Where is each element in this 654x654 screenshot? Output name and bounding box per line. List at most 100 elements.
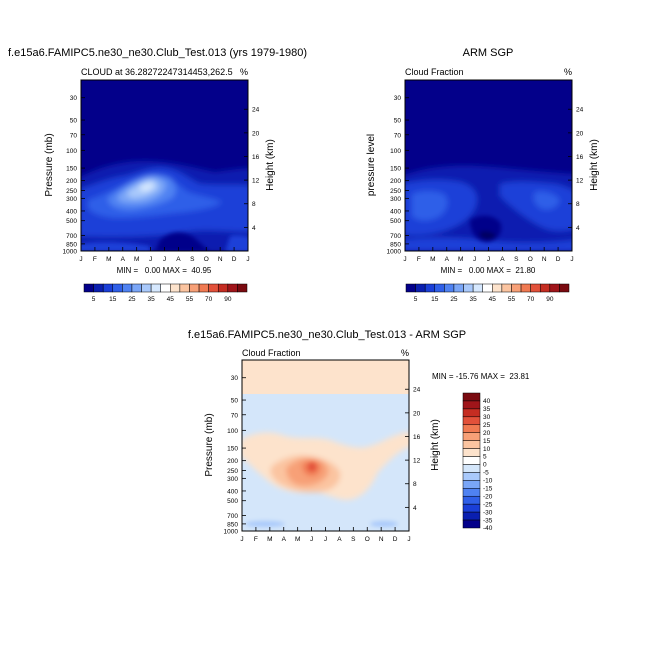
- x-tick-label: M: [458, 256, 463, 263]
- model-title: f.e15a6.FAMIPC5.ne30_ne30.Club_Test.013 …: [8, 47, 307, 59]
- obs-colorbar: 5 15 25 35 45 55 70 90: [405, 283, 570, 303]
- x-tick-label: M: [106, 256, 111, 263]
- y-right-tick-label: 16: [413, 434, 421, 441]
- colorbar-swatch: [444, 283, 455, 293]
- model-ylabel: Pressure (mb): [44, 133, 55, 196]
- y-right-tick-label: 24: [252, 107, 260, 114]
- colorbar-swatch: [462, 408, 481, 418]
- x-tick-label: J: [570, 256, 573, 263]
- colorbar-label: -20: [483, 493, 493, 500]
- colorbar-label: 70: [205, 296, 213, 303]
- colorbar-swatch: [462, 432, 481, 441]
- colorbar-swatch: [405, 283, 416, 293]
- y-tick-label: 850: [227, 521, 238, 528]
- x-tick-label: S: [190, 256, 195, 263]
- y-tick-label: 200: [66, 178, 77, 185]
- model-ylabel-right: Height (km): [265, 139, 276, 191]
- colorbar-swatch: [198, 283, 209, 293]
- colorbar-swatch: [237, 283, 248, 293]
- colorbar-swatch: [462, 472, 481, 481]
- y-tick-label: 300: [227, 476, 238, 483]
- x-tick-label: A: [121, 256, 126, 263]
- y-tick-label: 50: [394, 118, 402, 125]
- colorbar-swatch: [453, 283, 464, 293]
- x-tick-label: J: [246, 256, 249, 263]
- panel-diff: f.e15a6.FAMIPC5.ne30_ne30.Club_Test.013 …: [188, 329, 530, 543]
- y-tick-label: 150: [227, 446, 238, 453]
- y-right-tick-label: 8: [413, 481, 417, 488]
- obs-subtitle-left: Cloud Fraction: [405, 67, 464, 77]
- colorbar-swatch: [227, 283, 238, 293]
- colorbar-swatch: [415, 283, 426, 293]
- obs-field: [405, 80, 572, 251]
- y-right-tick-label: 12: [413, 458, 421, 465]
- x-tick-label: D: [232, 256, 237, 263]
- colorbar-swatch: [434, 283, 445, 293]
- colorbar-swatch: [462, 488, 481, 497]
- colorbar-label: -10: [483, 478, 493, 485]
- y-right-tick-label: 4: [413, 505, 417, 512]
- colorbar-label: 90: [546, 296, 554, 303]
- obs-ylabel: pressure level: [366, 134, 377, 196]
- y-right-tick-label: 24: [413, 387, 421, 394]
- colorbar-swatch: [559, 283, 570, 293]
- y-tick-label: 100: [227, 428, 238, 435]
- colorbar-swatch: [539, 283, 551, 293]
- y-tick-label: 30: [394, 95, 402, 102]
- y-tick-label: 300: [390, 196, 401, 203]
- y-right-tick-label: 4: [252, 225, 256, 232]
- diff-ylabel-right: Height (km): [430, 419, 441, 471]
- y-right-tick-label: 12: [252, 178, 260, 185]
- y-right-tick-label: 4: [576, 225, 580, 232]
- obs-title: ARM SGP: [463, 47, 514, 59]
- y-right-tick-label: 20: [413, 410, 421, 417]
- colorbar-swatch: [150, 283, 161, 293]
- colorbar-label: 20: [483, 430, 491, 437]
- x-tick-label: J: [79, 256, 82, 263]
- obs-ylabel-right: Height (km): [589, 139, 600, 191]
- x-tick-label: O: [528, 256, 533, 263]
- x-tick-label: M: [430, 256, 435, 263]
- colorbar-swatch: [520, 283, 531, 293]
- x-tick-label: J: [403, 256, 406, 263]
- colorbar-label: 35: [470, 296, 478, 303]
- x-tick-label: J: [324, 536, 327, 543]
- x-tick-label: M: [134, 256, 139, 263]
- colorbar-label: -30: [483, 509, 493, 516]
- colorbar-swatch: [122, 283, 133, 293]
- colorbar-label: 5: [414, 296, 418, 303]
- y-right-tick-label: 20: [576, 130, 584, 137]
- colorbar-label: 25: [128, 296, 136, 303]
- colorbar-swatch: [141, 283, 152, 293]
- diff-field: [242, 360, 409, 531]
- y-tick-label: 400: [227, 488, 238, 495]
- y-tick-label: 1000: [387, 249, 402, 256]
- colorbar-label: 30: [483, 414, 491, 421]
- y-tick-label: 30: [231, 375, 239, 382]
- colorbar-label: 15: [483, 438, 491, 445]
- y-tick-label: 70: [70, 132, 78, 139]
- y-tick-label: 700: [227, 513, 238, 520]
- x-tick-label: S: [514, 256, 519, 263]
- x-tick-label: A: [282, 536, 287, 543]
- colorbar-label: -40: [483, 525, 493, 532]
- colorbar-swatch: [463, 283, 474, 293]
- colorbar-label: -15: [483, 485, 493, 492]
- y-tick-label: 1000: [63, 249, 78, 256]
- y-tick-label: 70: [394, 132, 402, 139]
- y-right-tick-label: 8: [576, 201, 580, 208]
- colorbar-swatch: [472, 283, 483, 293]
- model-subtitle-left: CLOUD at 36.28272247314453,262.5: [81, 67, 233, 77]
- colorbar-swatch: [112, 283, 123, 293]
- colorbar-swatch: [189, 283, 200, 293]
- diff-title: f.e15a6.FAMIPC5.ne30_ne30.Club_Test.013 …: [188, 329, 466, 341]
- y-tick-label: 400: [390, 208, 401, 215]
- colorbar-swatch: [424, 283, 436, 293]
- colorbar-swatch: [530, 283, 541, 293]
- x-tick-label: J: [473, 256, 476, 263]
- diff-subtitle-left: Cloud Fraction: [242, 348, 301, 358]
